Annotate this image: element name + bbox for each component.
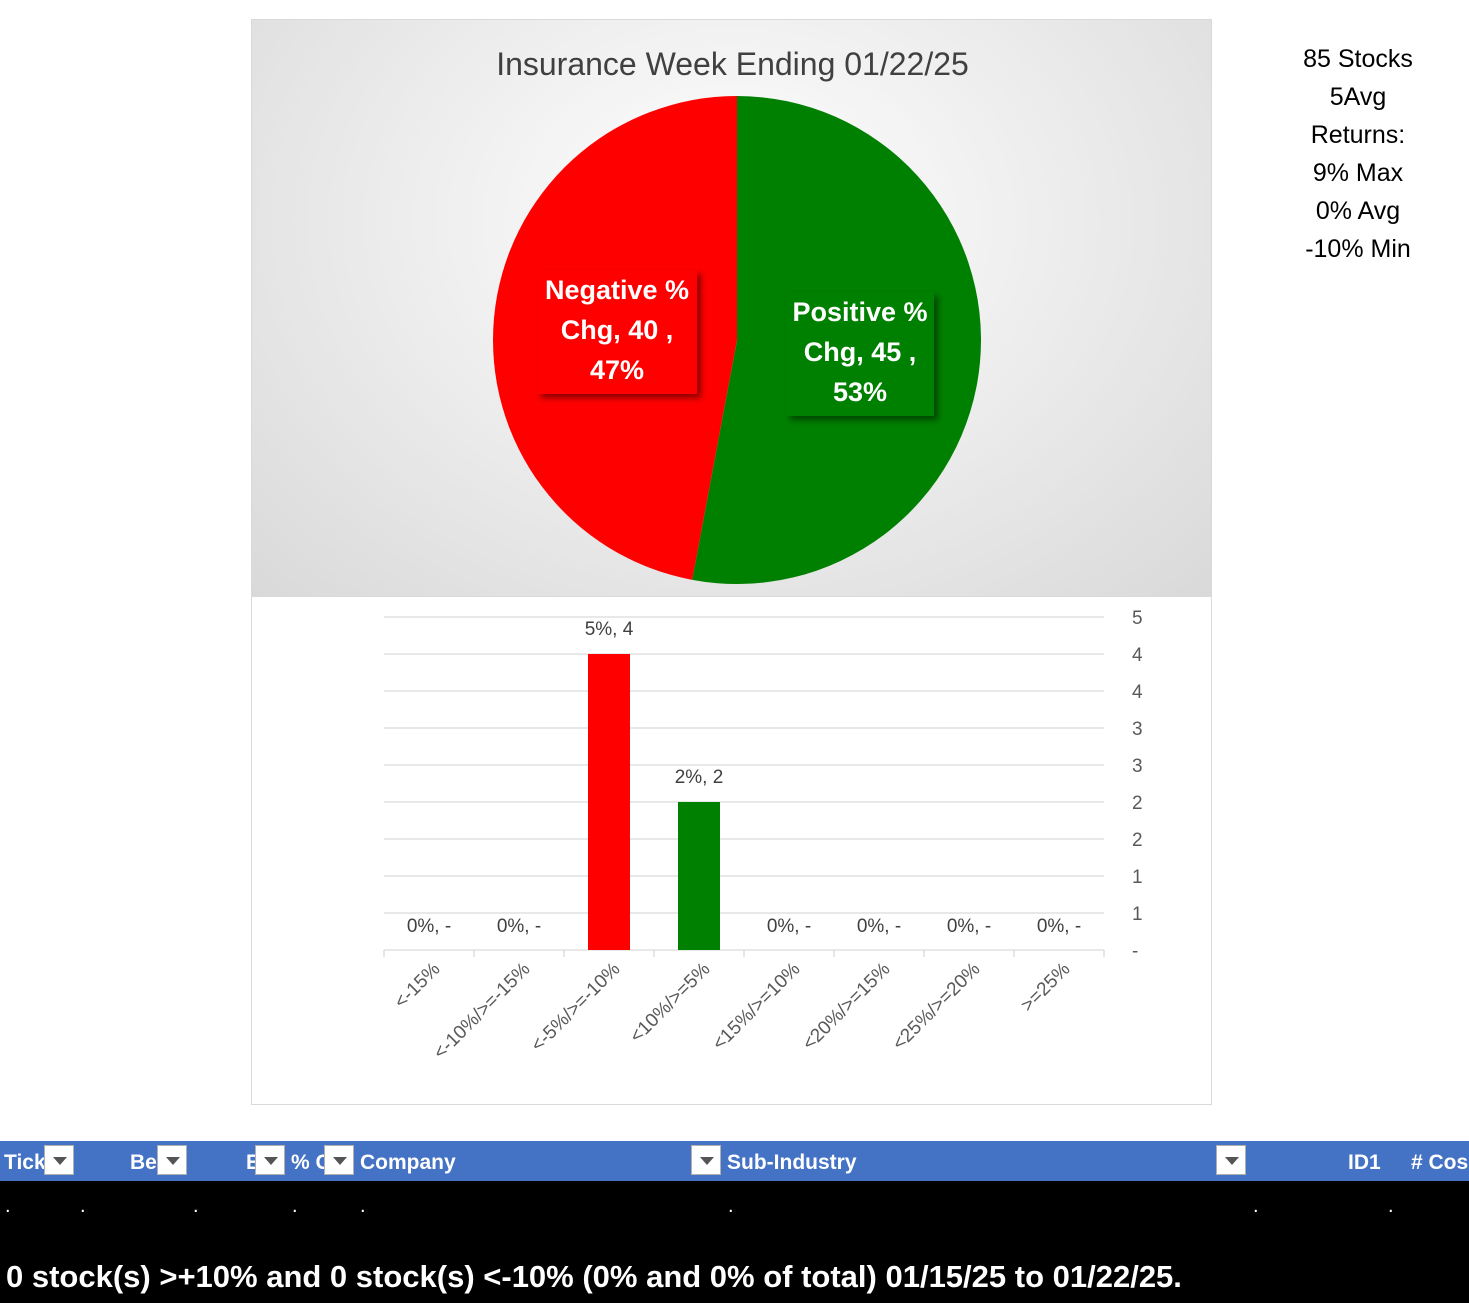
header-e[interactable]: E xyxy=(246,1151,256,1174)
positive-label-line-3: 53% xyxy=(832,377,888,407)
positive-label-line-1: Positive % xyxy=(792,297,928,327)
data-label: 2%, 2 xyxy=(675,767,724,788)
data-label: 0%, - xyxy=(947,916,991,937)
x-category-label: <15%/>=10% xyxy=(709,959,805,1055)
negative-label-line-2: Chg, 40 , xyxy=(560,315,674,345)
negative-label-line-3: 47% xyxy=(589,355,645,385)
x-category-label: <25%/>=20% xyxy=(889,959,985,1055)
negative-label-line-1: Negative % xyxy=(544,275,690,305)
header-id1[interactable]: ID1 xyxy=(1348,1151,1381,1174)
y-tick-label: 5 xyxy=(1132,608,1143,629)
table-cell: . xyxy=(1253,1195,1259,1217)
data-label: 0%, - xyxy=(1037,916,1081,937)
pie-chart-panel: Insurance Week Ending 01/22/25 Negative … xyxy=(251,19,1212,597)
filter-dropdown-icon[interactable] xyxy=(691,1145,721,1175)
data-label: 0%, - xyxy=(407,916,451,937)
table-cell: . xyxy=(193,1195,199,1217)
y-tick-label: 4 xyxy=(1132,682,1143,703)
table-cell: . xyxy=(80,1195,86,1217)
x-category-label: <-10%/>=-15% xyxy=(430,959,535,1064)
bar xyxy=(678,802,720,950)
bar xyxy=(588,654,630,950)
data-label: 0%, - xyxy=(767,916,811,937)
stat-line: Returns: xyxy=(1310,121,1406,149)
stat-line: 85 Stocks xyxy=(1303,45,1413,73)
data-label: 0%, - xyxy=(857,916,901,937)
stat-line: 5Avg xyxy=(1329,83,1387,111)
data-label: 5%, 4 xyxy=(585,619,634,640)
pie-chart xyxy=(493,95,982,584)
positive-slice-label: Positive % Chg, 45 , 53% xyxy=(786,292,934,416)
table-cell: . xyxy=(292,1195,298,1217)
x-category-label: <20%/>=15% xyxy=(799,959,895,1055)
header-be[interactable]: Be xyxy=(130,1151,157,1174)
stat-line: 9% Max xyxy=(1312,159,1404,187)
filter-dropdown-icon[interactable] xyxy=(44,1145,74,1175)
negative-slice-label: Negative % Chg, 40 , 47% xyxy=(537,270,697,394)
table-cell: . xyxy=(360,1195,366,1217)
x-category-label: <-5%/>=-10% xyxy=(527,959,624,1056)
x-category-label: <10%/>=5% xyxy=(626,959,715,1048)
pie-chart-title: Insurance Week Ending 01/22/25 xyxy=(496,46,969,82)
y-tick-label: 3 xyxy=(1132,756,1143,777)
x-category-label: >=25% xyxy=(1017,959,1075,1017)
filter-dropdown-icon[interactable] xyxy=(1216,1145,1246,1175)
header-ticker[interactable]: Tick xyxy=(4,1151,44,1174)
filter-dropdown-icon[interactable] xyxy=(255,1145,285,1175)
bar-chart: - 1 1 2 2 3 3 4 4 5 0%, - <-15% 0%, - <-10%/>=-15% 5%,… xyxy=(383,608,1143,1064)
data-label: 0%, - xyxy=(497,916,541,937)
header-pct-chg[interactable]: % C xyxy=(291,1151,325,1174)
y-tick-label: 2 xyxy=(1132,830,1143,851)
header-sub-industry[interactable]: Sub-Industry xyxy=(727,1151,857,1174)
side-stats: 85 Stocks 5Avg Returns: 9% Max 0% Avg -1… xyxy=(1290,40,1426,268)
header-company[interactable]: Company xyxy=(360,1151,456,1174)
positive-label-line-2: Chg, 45 , xyxy=(803,337,917,367)
stat-line: 0% Avg xyxy=(1315,197,1401,225)
summary-footer: 0 stock(s) >+10% and 0 stock(s) <-10% (0… xyxy=(6,1259,1182,1294)
x-category-label: <-15% xyxy=(390,959,444,1013)
filter-dropdown-icon[interactable] xyxy=(324,1145,354,1175)
header-num-cos[interactable]: # Cos xyxy=(1411,1151,1469,1174)
bar-chart-panel: - 1 1 2 2 3 3 4 4 5 0%, - <-15% 0%, - <-10%/>=-15% 5%,… xyxy=(251,597,1212,1105)
y-tick-label: 1 xyxy=(1132,904,1143,925)
y-tick-label: - xyxy=(1132,941,1138,962)
table-cell: . xyxy=(1388,1195,1394,1217)
y-tick-label: 2 xyxy=(1132,793,1143,814)
y-tick-label: 4 xyxy=(1132,645,1143,666)
table-cell: . xyxy=(5,1195,11,1217)
table-body: . . . . . . . . xyxy=(0,1181,1469,1303)
y-tick-label: 3 xyxy=(1132,719,1143,740)
table-header: Tick Be E % C Company Sub-Industry ID1 #… xyxy=(0,1141,1469,1181)
table-cell: . xyxy=(728,1195,734,1217)
filter-dropdown-icon[interactable] xyxy=(157,1145,187,1175)
stat-line: -10% Min xyxy=(1305,235,1411,263)
y-tick-label: 1 xyxy=(1132,867,1143,888)
